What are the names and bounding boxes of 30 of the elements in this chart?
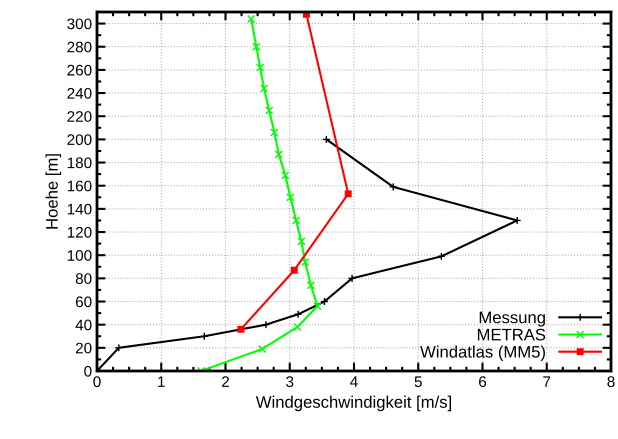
y-tick-label: 180	[68, 157, 92, 168]
y-tick-label: 100	[68, 250, 92, 261]
x-axis-title: Windgeschwindigkeit [m/s]	[256, 396, 451, 412]
y-tick-label: 260	[67, 64, 92, 76]
y-tick-label: 80	[76, 273, 92, 284]
y-tick-label: 0	[84, 366, 92, 377]
y-tick-label: 300	[67, 18, 92, 30]
x-tick-label: 1	[158, 376, 165, 387]
legend-label: METRAS	[478, 328, 546, 341]
x-tick-label: 8	[607, 376, 615, 388]
y-tick-label: 220	[67, 111, 92, 122]
y-tick-label: 280	[67, 42, 92, 52]
x-tick-label: 0	[93, 376, 101, 388]
y-tick-label: 140	[68, 204, 92, 215]
x-tick-label: 3	[286, 376, 294, 388]
x-tick-label: 4	[350, 376, 358, 387]
y-tick-label: 60	[76, 296, 92, 308]
y-axis-title: Hoehe [m]	[46, 154, 62, 229]
y-tick-label: 120	[68, 226, 92, 238]
y-tick-label: 40	[76, 320, 92, 330]
legend-label: Windatlas (MM5)	[420, 345, 545, 361]
y-tick-label: 240	[67, 88, 92, 99]
legend-label: Messung	[480, 312, 545, 327]
y-tick-label: 20	[76, 342, 92, 354]
x-tick-label: 7	[543, 376, 550, 387]
y-tick-label: 160	[68, 180, 92, 192]
x-tick-label: 2	[222, 376, 229, 387]
x-tick-label: 5	[414, 376, 422, 388]
x-tick-label: 6	[479, 376, 486, 388]
y-tick-label: 200	[67, 134, 92, 146]
